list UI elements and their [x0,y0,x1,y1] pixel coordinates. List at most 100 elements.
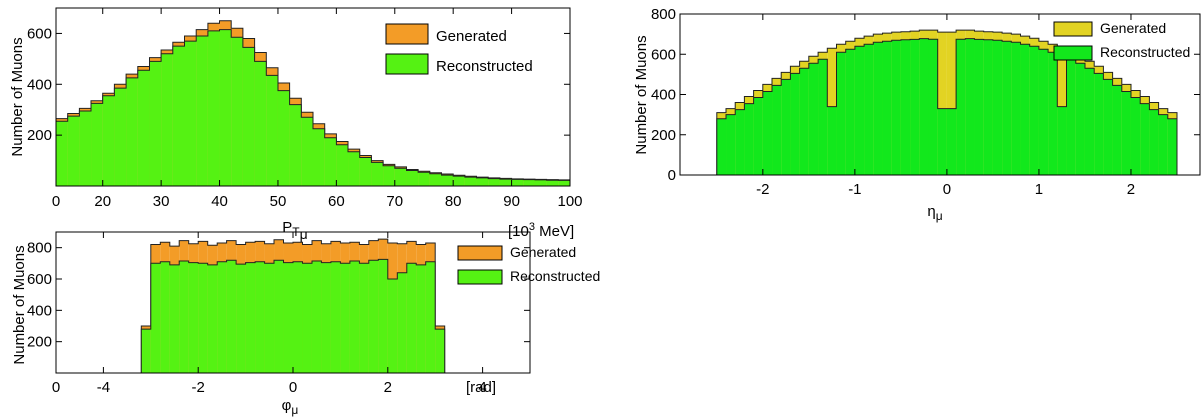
legend-reconstructed-swatch [457,269,503,285]
bar-reconstructed [274,260,284,373]
bar-reconstructed [1048,52,1058,175]
bar-reconstructed [716,118,727,175]
x-tick-label: 2 [384,379,392,396]
x-axis-title: PTμ [282,219,307,242]
bar-reconstructed [289,104,302,186]
bar-reconstructed [371,162,384,186]
bar-reconstructed [245,262,256,373]
bar-reconstructed [808,63,819,175]
bar-reconstructed [184,41,197,186]
bar-reconstructed [1020,44,1030,175]
bar-reconstructed [349,260,360,373]
bar-reconstructed [1066,59,1076,175]
bar-reconstructed [891,40,901,175]
bar-reconstructed [1038,49,1049,175]
bar-reconstructed [464,177,477,186]
bar-reconstructed [219,29,232,186]
x-tick-label: 70 [386,193,403,210]
bar-reconstructed [179,260,189,373]
bar-reconstructed [441,175,454,186]
series-reconstructed-outline [716,38,1178,176]
bar-reconstructed [254,61,267,186]
x-tick-label: 20 [94,193,111,210]
bar-reconstructed [983,39,993,176]
bar-reconstructed [126,77,138,186]
bar-reconstructed [558,180,570,186]
bar-reconstructed [974,39,984,175]
bar-reconstructed [91,103,103,186]
bar-reconstructed [992,40,1003,175]
y-tick-label: 400 [27,76,52,93]
bar-reconstructed [928,39,938,175]
bar-reconstructed [845,49,855,175]
bar-reconstructed [311,260,322,373]
bar-reconstructed [1112,85,1122,175]
bar-reconstructed [534,179,547,186]
y-tick-label: 400 [27,302,52,319]
legend-reconstructed-label: Reconstructed [436,58,533,75]
bar-reconstructed [302,263,312,373]
bar-reconstructed [882,41,892,176]
bar-reconstructed [1149,109,1159,175]
bar-reconstructed [1029,46,1039,176]
bar-reconstructed [429,173,442,186]
bar-reconstructed [169,264,180,373]
y-axis-title: Number of Muons [9,37,26,156]
bar-reconstructed [378,259,388,373]
x-tick-label: -2 [756,181,769,198]
bar-reconstructed [56,121,68,186]
bar-reconstructed [854,46,865,176]
y-tick-label: 600 [27,25,52,42]
bar-reconstructed [137,70,150,186]
bar-reconstructed [956,39,966,175]
bar-reconstructed [160,261,170,373]
bar-reconstructed [348,151,360,186]
bar-generated [937,32,947,175]
bar-reconstructed [753,97,763,175]
bar-reconstructed [264,263,275,373]
legend-reconstructed-swatch [385,53,429,75]
bar-reconstructed [188,262,199,373]
bar-reconstructed [359,157,372,186]
y-tick-label: 600 [651,46,676,63]
bar-reconstructed [293,261,303,373]
legend-generated-swatch [1053,21,1093,37]
bar-reconstructed [217,261,227,373]
bar-reconstructed [277,90,290,186]
bar-reconstructed [1002,41,1012,176]
bar-reconstructed [416,264,426,373]
x-tick-label: 0 [943,181,951,198]
bar-reconstructed [790,73,800,175]
bar-generated [946,32,957,175]
x-tick-label: 100 [557,193,582,210]
bar-reconstructed [236,264,246,373]
bar-reconstructed [818,59,828,175]
bar-reconstructed [283,262,293,373]
bar-reconstructed [198,263,208,373]
x-tick-label: 0 [52,193,60,210]
bar-reconstructed [1140,103,1150,175]
series-reconstructed-outline [55,29,571,187]
bar-reconstructed [207,30,220,187]
x-axis-unit: [rad] [466,379,496,396]
series-generated-outline [716,29,1178,176]
x-tick-label: 1 [1035,181,1043,198]
bar-reconstructed [523,179,535,186]
bar-reconstructed [453,176,465,186]
legend: Generated Reconstructed [457,244,600,285]
y-tick-label: 200 [27,127,52,144]
legend-reconstructed-swatch [1053,45,1093,61]
x-tick-label: 30 [153,193,170,210]
bar-reconstructed [1094,73,1104,175]
x-tick-label: 2 [1127,181,1135,198]
legend-generated-label: Generated [510,244,576,260]
y-tick-label: 600 [27,271,52,288]
bar-reconstructed [1011,42,1021,175]
bar-reconstructed [946,108,957,175]
y-tick-label: 200 [651,127,676,144]
bar-reconstructed [340,263,350,373]
y-tick-label: 800 [651,6,676,23]
legend-generated-swatch [457,245,503,261]
bar-reconstructed [546,180,559,186]
